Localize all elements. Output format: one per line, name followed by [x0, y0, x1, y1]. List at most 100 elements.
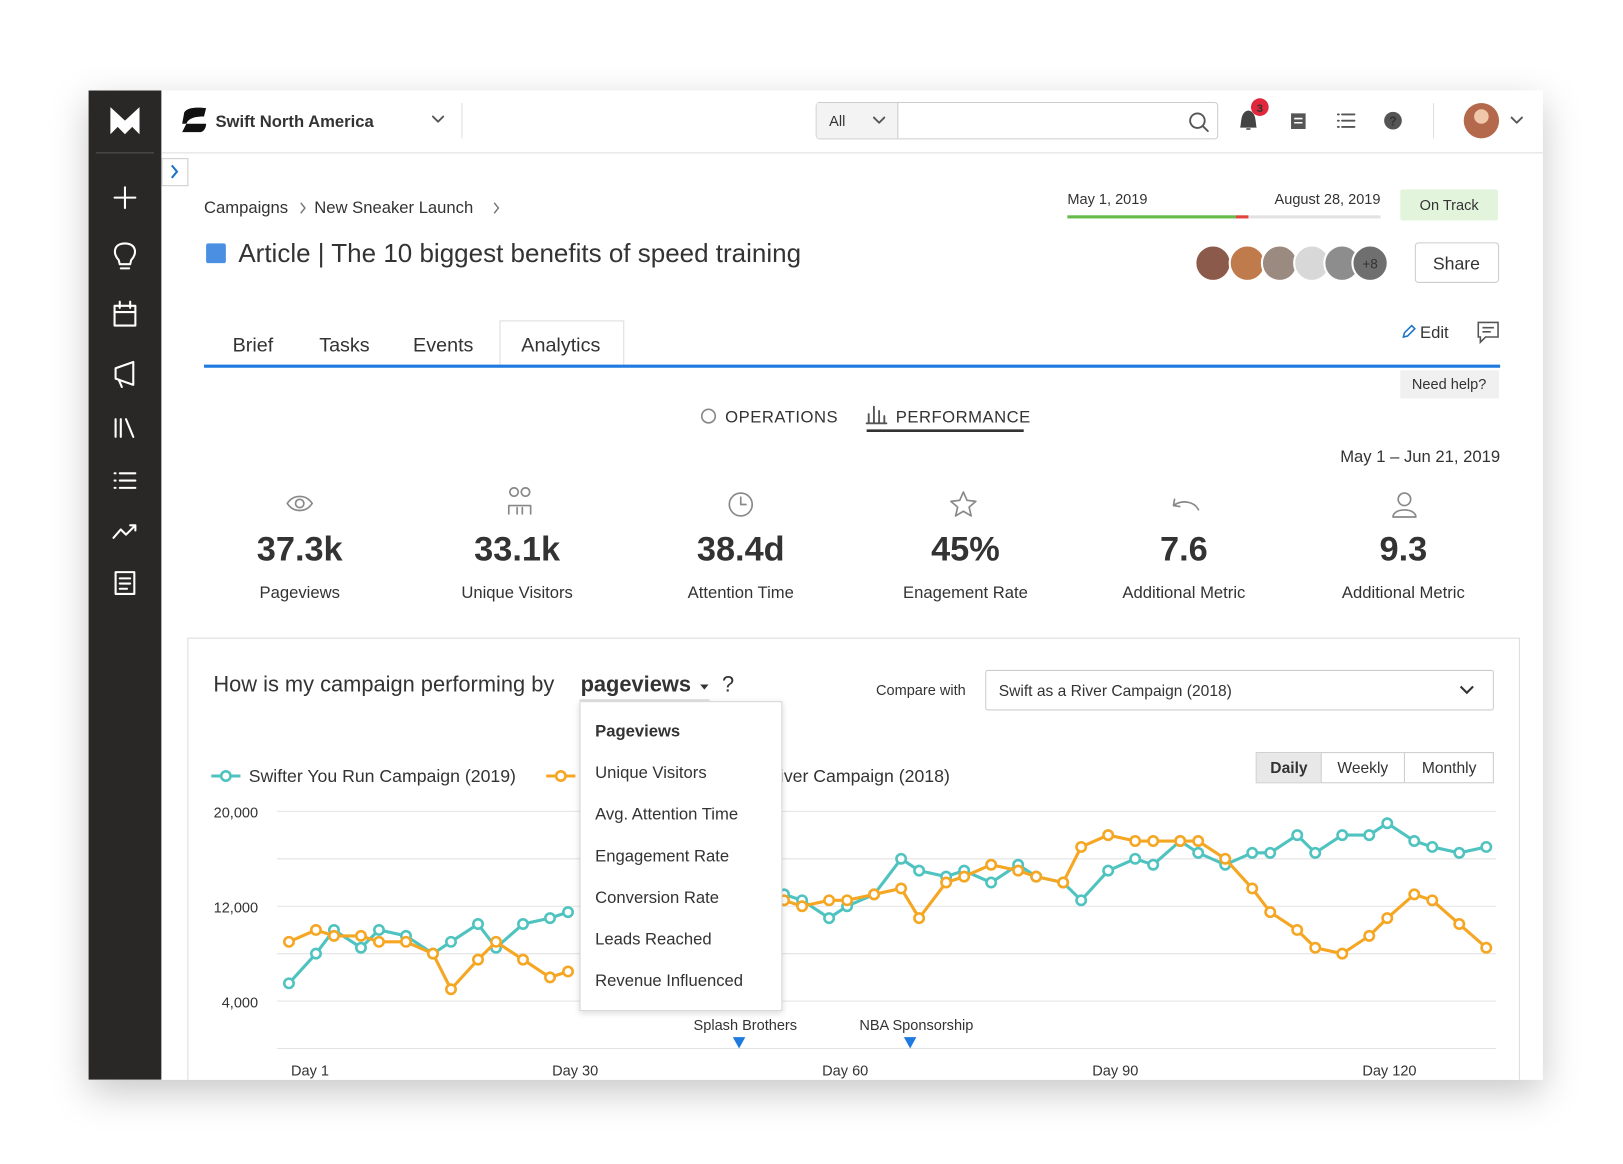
help-box[interactable]: [1400, 370, 1500, 399]
data-point[interactable]: [1426, 894, 1439, 907]
data-point[interactable]: [1012, 864, 1025, 877]
data-point[interactable]: [309, 923, 322, 936]
data-point[interactable]: [562, 965, 575, 978]
data-point[interactable]: [544, 971, 557, 984]
data-point[interactable]: [1057, 876, 1070, 889]
toggle-option[interactable]: Monthly: [1422, 760, 1477, 777]
data-point[interactable]: [1336, 829, 1349, 842]
workspace-chevron[interactable]: [431, 115, 445, 123]
analytics-icon[interactable]: [112, 524, 137, 539]
data-point[interactable]: [1408, 888, 1421, 901]
data-point[interactable]: [354, 929, 367, 942]
comments-icon[interactable]: [1477, 321, 1499, 345]
data-point[interactable]: [1426, 840, 1439, 853]
data-point[interactable]: [1363, 929, 1376, 942]
dropdown-option[interactable]: Unique Visitors: [595, 763, 707, 782]
data-point[interactable]: [1174, 835, 1187, 847]
compare-value[interactable]: Swift as a River Campaign (2018): [999, 683, 1232, 700]
docs-icon[interactable]: [114, 571, 136, 596]
data-point[interactable]: [1309, 846, 1322, 859]
dropdown-option[interactable]: Conversion Rate: [595, 888, 719, 907]
data-point[interactable]: [282, 977, 295, 990]
data-point[interactable]: [372, 935, 385, 948]
data-point[interactable]: [940, 876, 953, 889]
compare-chevron[interactable]: [1459, 685, 1474, 695]
data-point[interactable]: [1147, 858, 1160, 871]
data-point[interactable]: [1453, 918, 1466, 931]
compare-select[interactable]: [985, 669, 1494, 711]
data-point[interactable]: [1453, 846, 1466, 859]
data-point[interactable]: [1480, 840, 1493, 853]
metric-caret[interactable]: [700, 684, 709, 690]
edit-link[interactable]: Edit: [1420, 323, 1449, 342]
help-text[interactable]: Need help?: [1412, 377, 1486, 393]
data-point[interactable]: [958, 870, 971, 883]
data-point[interactable]: [1192, 846, 1205, 859]
search-icon[interactable]: [1189, 112, 1209, 133]
data-point[interactable]: [868, 888, 881, 901]
list-icon[interactable]: [113, 472, 137, 489]
data-point[interactable]: [445, 935, 457, 948]
data-point[interactable]: [472, 918, 484, 931]
data-point[interactable]: [823, 894, 836, 907]
scope-chevron[interactable]: [872, 116, 886, 124]
data-point[interactable]: [544, 912, 557, 925]
data-point[interactable]: [841, 894, 854, 907]
data-point[interactable]: [1075, 894, 1088, 907]
data-point[interactable]: [1102, 864, 1115, 877]
data-point[interactable]: [1381, 912, 1394, 925]
dropdown-option[interactable]: Revenue Influenced: [595, 971, 743, 990]
data-point[interactable]: [472, 953, 484, 966]
event-marker[interactable]: [903, 1037, 917, 1049]
workspace-name[interactable]: Swift North America: [215, 112, 374, 131]
tab[interactable]: Brief: [233, 335, 274, 357]
data-point[interactable]: [1192, 835, 1205, 847]
data-point[interactable]: [372, 923, 385, 936]
share-button[interactable]: [1414, 242, 1500, 283]
sidebar-expander[interactable]: [161, 158, 189, 187]
data-point[interactable]: [562, 906, 575, 919]
tab[interactable]: Events: [413, 335, 474, 357]
dropdown-option[interactable]: Leads Reached: [595, 930, 711, 949]
data-point[interactable]: [985, 858, 998, 871]
data-point[interactable]: [895, 852, 908, 865]
data-point[interactable]: [490, 935, 502, 948]
search-box[interactable]: [815, 101, 1219, 140]
library-icon[interactable]: [114, 418, 135, 438]
data-point[interactable]: [1147, 835, 1160, 847]
user-chevron[interactable]: [1510, 116, 1523, 124]
data-point[interactable]: [1264, 906, 1277, 919]
dropdown-option[interactable]: Engagement Rate: [595, 846, 729, 865]
edit-icon[interactable]: [1402, 324, 1416, 339]
data-point[interactable]: [354, 941, 367, 954]
data-point[interactable]: [1219, 852, 1232, 865]
tab[interactable]: Tasks: [319, 335, 370, 357]
data-point[interactable]: [1309, 941, 1322, 954]
data-point[interactable]: [400, 935, 412, 948]
breadcrumb-item[interactable]: Campaigns: [204, 198, 288, 217]
data-point[interactable]: [427, 947, 439, 960]
data-point[interactable]: [517, 918, 529, 931]
data-point[interactable]: [309, 947, 322, 960]
data-point[interactable]: [1102, 829, 1115, 842]
data-point[interactable]: [517, 953, 529, 966]
data-point[interactable]: [1264, 846, 1277, 859]
inbox-icon[interactable]: [1291, 113, 1306, 129]
tab-active[interactable]: Analytics: [521, 335, 600, 357]
toggle-option[interactable]: Weekly: [1337, 760, 1388, 777]
data-point[interactable]: [1129, 852, 1142, 865]
data-point[interactable]: [1381, 817, 1394, 830]
data-point[interactable]: [895, 882, 908, 895]
data-point[interactable]: [445, 983, 457, 996]
data-point[interactable]: [1291, 829, 1304, 842]
data-point[interactable]: [1030, 870, 1043, 883]
search-scope[interactable]: All: [829, 114, 845, 130]
data-point[interactable]: [327, 929, 340, 942]
dropdown-option[interactable]: Pageviews: [595, 721, 680, 740]
data-point[interactable]: [823, 912, 836, 925]
tasks-icon[interactable]: [1336, 113, 1356, 128]
data-point[interactable]: [1480, 941, 1493, 954]
data-point[interactable]: [1129, 835, 1142, 847]
data-point[interactable]: [913, 912, 926, 925]
toggle-option-active[interactable]: Daily: [1270, 760, 1308, 777]
